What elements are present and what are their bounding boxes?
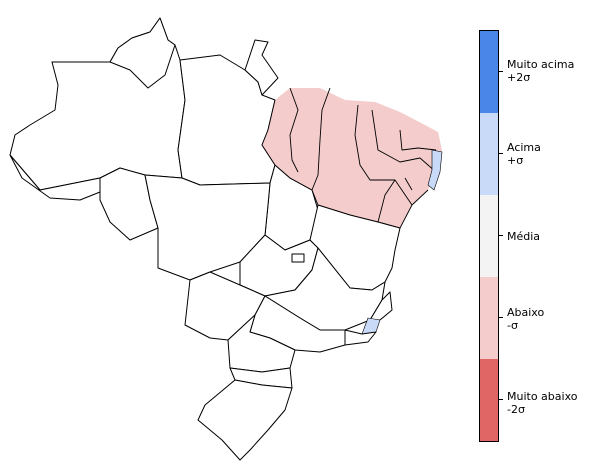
northeast-below-average-region [262, 88, 442, 228]
state-espirito-santo [369, 291, 393, 321]
legend-label-acima: Acima +σ [507, 141, 541, 167]
legend-colorbar [479, 30, 499, 442]
legend-label-media: Média [507, 230, 541, 243]
legend-label-muito-acima: Muito acima +2σ [507, 58, 575, 84]
legend-tick [499, 399, 503, 400]
legend-tick [499, 317, 503, 318]
legend-swatch-acima [480, 113, 498, 195]
northeast-coast-above-average [427, 149, 443, 191]
state-bahia [309, 204, 401, 291]
legend-tick [499, 71, 503, 72]
legend-label-abaixo: Abaixo -σ [507, 306, 545, 332]
state-amapa [244, 39, 279, 96]
brazil-map [9, 17, 443, 461]
legend-swatch-muito-abaixo [480, 359, 498, 441]
state-acre [9, 154, 106, 201]
state-roraima [109, 17, 176, 89]
legend-swatch-abaixo [480, 277, 498, 359]
legend-swatch-media [480, 195, 498, 277]
state-borders-northeast [261, 87, 437, 229]
legend-tick [499, 235, 503, 236]
legend-label-muito-abaixo: Muito abaixo -2σ [507, 390, 578, 416]
federal-district [291, 253, 305, 263]
state-rio-de-janeiro [344, 329, 377, 346]
state-rio-grande-do-sul [197, 379, 293, 461]
legend-tick [499, 153, 503, 154]
legend-swatch-muito-acima [480, 31, 498, 113]
